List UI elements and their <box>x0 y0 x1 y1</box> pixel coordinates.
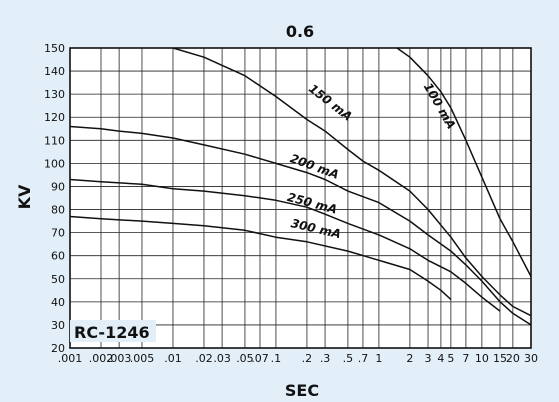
y-axis-title: KV <box>15 184 34 209</box>
series-line-250-ma <box>69 178 501 312</box>
x-tick-label: 30 <box>524 352 538 365</box>
x-tick-label: 5 <box>447 352 454 365</box>
y-tick-label: 80 <box>51 204 65 217</box>
x-axis-title: SEC <box>285 381 319 400</box>
y-tick-label: 70 <box>51 227 65 240</box>
curves <box>69 47 532 326</box>
y-tick-label: 90 <box>51 180 65 193</box>
x-tick-label: .02 <box>195 352 213 365</box>
x-tick-label: .001 <box>58 352 83 365</box>
x-tick-label: .5 <box>343 352 354 365</box>
chart-title: 0.6 <box>286 22 314 41</box>
x-tick-label: .1 <box>271 352 282 365</box>
y-tick-label: 110 <box>44 134 65 147</box>
model-label-background <box>70 320 156 342</box>
y-tick-label: 120 <box>44 111 65 124</box>
series-line-200-ma <box>69 125 532 326</box>
y-tick-label: 50 <box>51 273 65 286</box>
grid <box>69 47 532 349</box>
series-line-150-ma <box>172 47 532 317</box>
x-tick-label: 1 <box>375 352 382 365</box>
x-tick-label: .01 <box>164 352 182 365</box>
plot-border <box>69 47 532 349</box>
x-tick-label: 15 <box>493 352 507 365</box>
y-tick-label: 40 <box>51 296 65 309</box>
x-tick-label: .002 <box>89 352 114 365</box>
x-tick-label: .005 <box>130 352 155 365</box>
model-label: RC-1246 <box>74 323 150 342</box>
x-tick-label: 20 <box>506 352 520 365</box>
x-tick-label: 2 <box>406 352 413 365</box>
x-tick-label: .03 <box>213 352 231 365</box>
y-tick-label: 20 <box>51 342 65 355</box>
y-tick-label: 100 <box>44 157 65 170</box>
x-tick-label: .003 <box>107 352 132 365</box>
x-tick-label: 10 <box>475 352 489 365</box>
series-line-300-ma <box>69 215 452 301</box>
x-tick-label: .2 <box>302 352 313 365</box>
x-tick-labels: .001 .002.003.005 .01 .02.03 .05.07.1 .2 .3 .5.… <box>58 352 538 365</box>
series-line-100-ma <box>396 47 532 277</box>
y-tick-label: 130 <box>44 88 65 101</box>
x-tick-label: .7 <box>358 352 369 365</box>
y-tick-labels: 20 30 40 50 60 70 80 90 100 110 120 130 140 150 <box>44 42 65 355</box>
x-tick-label: .07 <box>251 352 269 365</box>
x-tick-label: 4 <box>437 352 444 365</box>
y-tick-label: 30 <box>51 319 65 332</box>
x-tick-label: .05 <box>236 352 254 365</box>
x-tick-label: .3 <box>320 352 331 365</box>
y-tick-label: 140 <box>44 65 65 78</box>
plot-area <box>70 48 531 348</box>
x-tick-label: 7 <box>462 352 469 365</box>
y-tick-label: 150 <box>44 42 65 55</box>
y-tick-label: 60 <box>51 250 65 263</box>
x-tick-label: 3 <box>425 352 432 365</box>
